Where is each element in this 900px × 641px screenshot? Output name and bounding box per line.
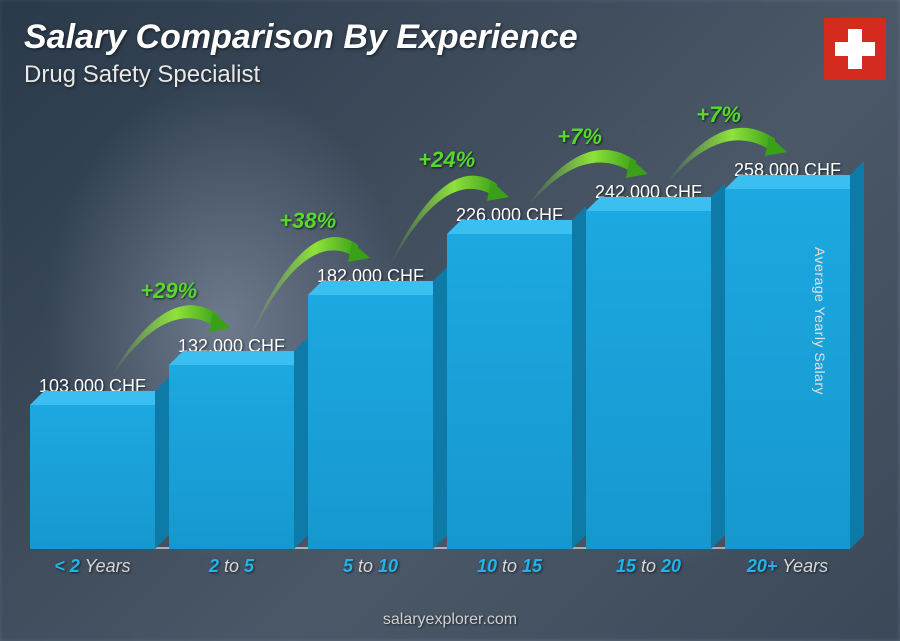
growth-percent-label: +29% [140,278,197,304]
growth-percent-label: +38% [279,208,336,234]
growth-percent-label: +7% [557,124,602,150]
footer-attribution: salaryexplorer.com [0,611,900,629]
y-axis-label: Average Yearly Salary [812,247,828,395]
growth-arrow-icon [637,80,811,213]
bar-group: 258,000 CHF20+ Years [725,160,850,549]
bar-chart: 103,000 CHF< 2 Years132,000 CHF2 to 5182… [30,120,850,581]
bar-x-label: < 2 Years [54,556,130,577]
growth-percent-label: +24% [418,147,475,173]
bar-x-label: 15 to 20 [616,556,681,577]
bar [586,211,711,549]
bar [30,405,155,549]
bar-x-label: 20+ Years [747,556,828,577]
page-title: Salary Comparison By Experience [24,18,876,57]
growth-percent-label: +7% [696,102,741,128]
bar-x-label: 2 to 5 [209,556,254,577]
header: Salary Comparison By Experience Drug Saf… [24,18,876,89]
bar-x-label: 10 to 15 [477,556,542,577]
bar-group: 242,000 CHF15 to 20 [586,182,711,549]
bar-x-label: 5 to 10 [343,556,398,577]
page-subtitle: Drug Safety Specialist [24,61,876,89]
bar [725,189,850,549]
swiss-flag-icon [824,18,886,80]
